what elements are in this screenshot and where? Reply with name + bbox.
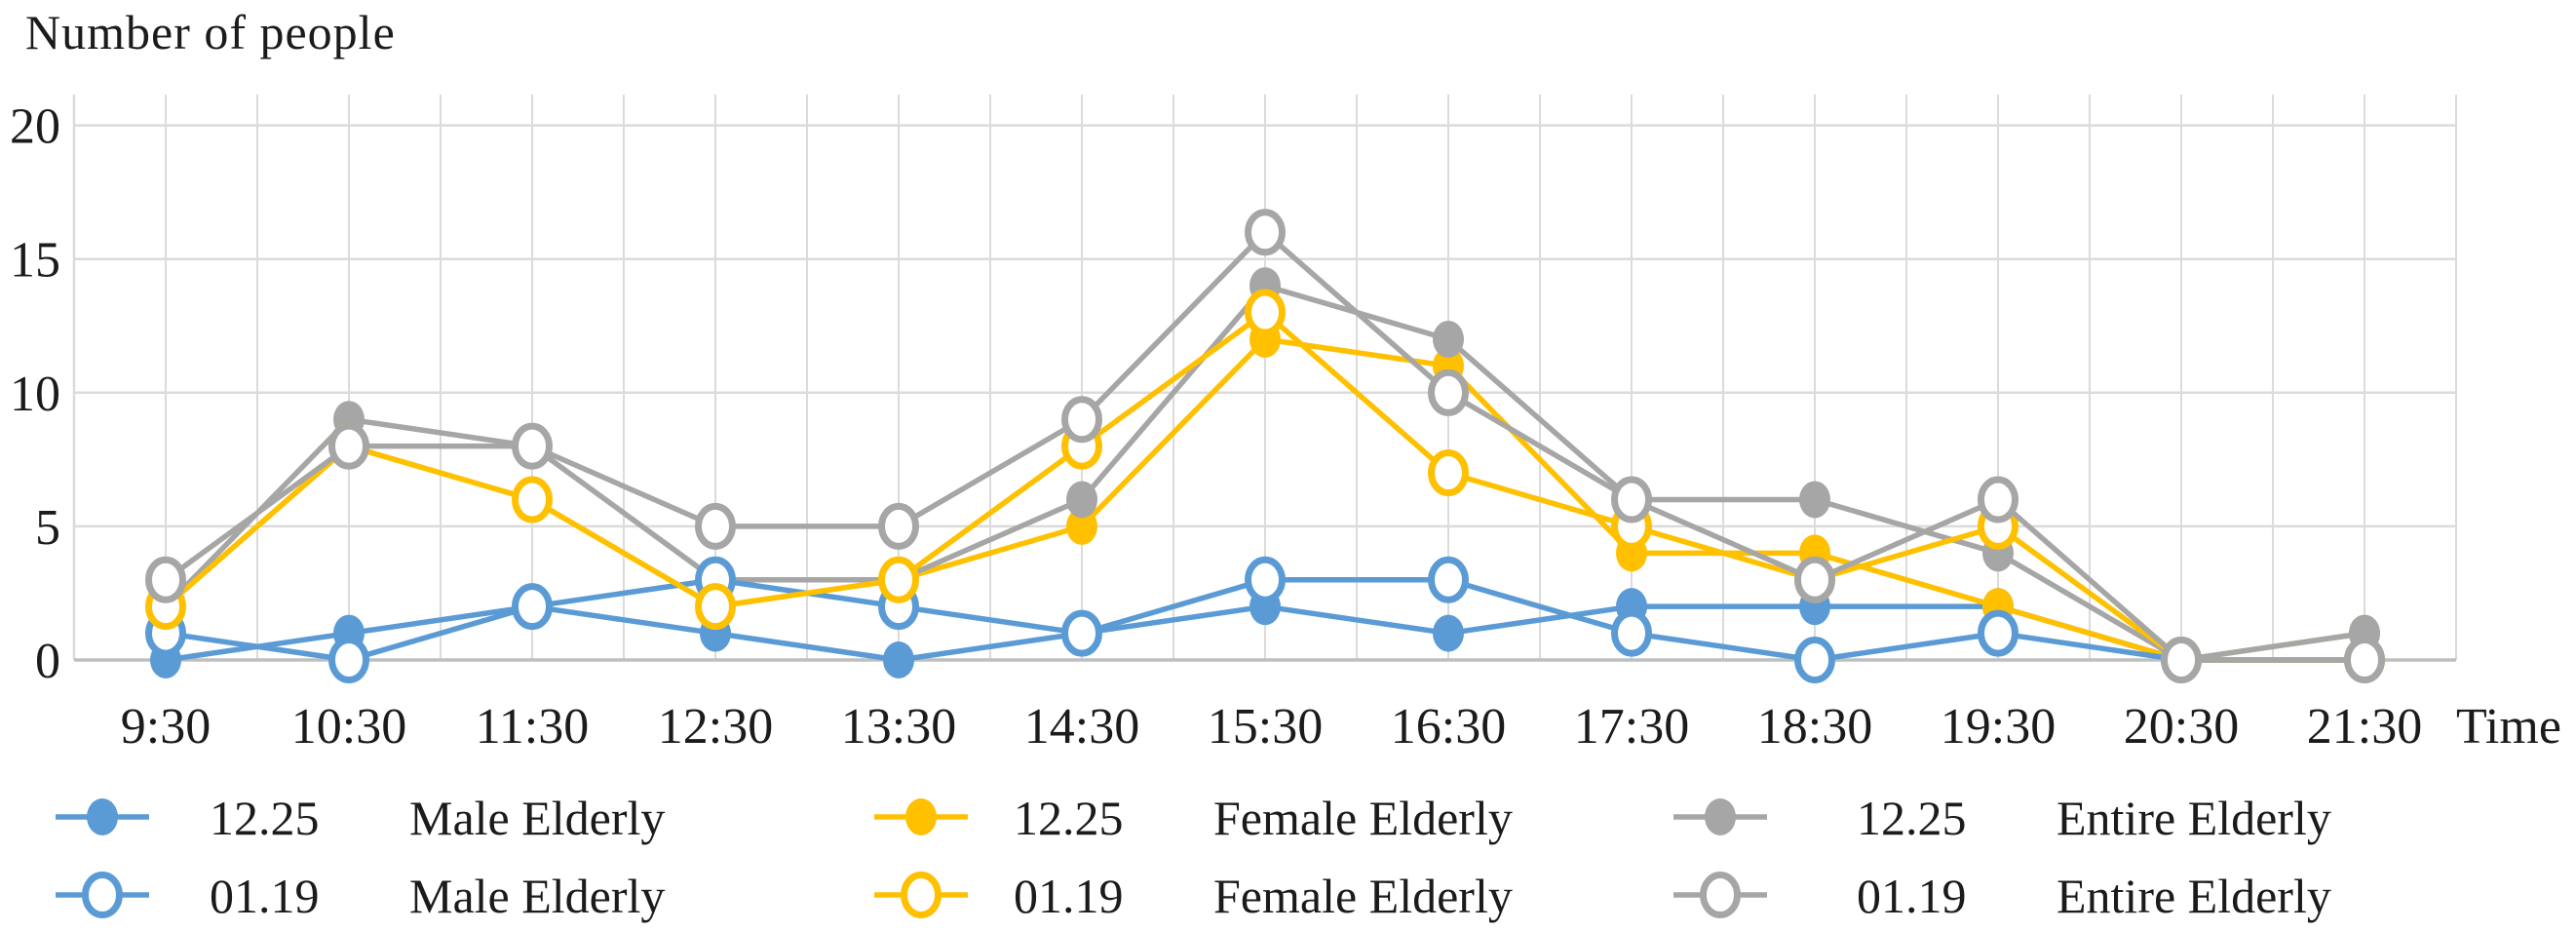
data-point-01.19-female-15:30: [1245, 289, 1286, 336]
x-tick-label: 15:30: [1208, 699, 1323, 755]
legend-12.25-entire-label: Entire Elderly: [2057, 791, 2331, 845]
data-point-01.19-entire-16:30: [1428, 369, 1469, 416]
data-point-12.25-entire-18:30: [1799, 481, 1830, 519]
legend-12.25-female-marker: [905, 798, 937, 835]
legend-01.19-male-marker: [82, 872, 123, 918]
x-axis-title: Time: [2456, 699, 2561, 755]
y-tick-label: 0: [35, 634, 60, 689]
data-point-01.19-female-16:30: [1428, 449, 1469, 497]
y-tick-label: 5: [35, 500, 60, 556]
data-point-01.19-entire-14:30: [1061, 396, 1102, 444]
data-point-01.19-entire-21:30: [2344, 637, 2385, 683]
data-point-01.19-entire-19:30: [1978, 476, 2019, 524]
legend-01.19-female-marker: [901, 872, 942, 918]
data-point-01.19-male-11:30: [512, 583, 553, 631]
x-tick-label: 14:30: [1024, 699, 1139, 755]
data-point-01.19-male-18:30: [1794, 637, 1835, 683]
x-tick-label: 10:30: [291, 699, 406, 755]
y-tick-label: 15: [10, 233, 60, 289]
legend-01.19-entire-label: Entire Elderly: [2057, 869, 2331, 923]
data-point-01.19-entire-10:30: [328, 422, 369, 470]
y-tick-label: 20: [10, 99, 60, 155]
data-point-01.19-male-10:30: [328, 637, 369, 683]
data-point-01.19-entire-15:30: [1245, 209, 1286, 256]
x-tick-label: 12:30: [658, 699, 773, 755]
x-tick-label: 13:30: [841, 699, 956, 755]
x-tick-label: 9:30: [121, 699, 211, 755]
data-point-12.25-entire-14:30: [1066, 481, 1097, 519]
x-tick-label: 11:30: [476, 699, 590, 755]
data-point-01.19-entire-20:30: [2161, 637, 2202, 683]
x-tick-label: 16:30: [1391, 699, 1506, 755]
legend-01.19-female-date: 01.19: [1014, 869, 1124, 923]
data-point-12.25-female-14:30: [1066, 507, 1097, 545]
y-axis-title: Number of people: [25, 5, 396, 59]
x-tick-label: 20:30: [2124, 699, 2239, 755]
data-point-01.19-male-17:30: [1611, 609, 1652, 657]
data-point-01.19-entire-12:30: [695, 502, 736, 550]
data-point-01.19-male-14:30: [1061, 609, 1102, 657]
data-point-01.19-entire-11:30: [512, 422, 553, 470]
x-tick-label: 17:30: [1574, 699, 1689, 755]
legend-12.25-male-marker: [87, 798, 118, 835]
x-tick-label: 21:30: [2307, 699, 2422, 755]
legend-01.19-female-label: Female Elderly: [1213, 869, 1513, 923]
data-point-01.19-male-16:30: [1428, 556, 1469, 603]
data-point-12.25-entire-16:30: [1433, 320, 1464, 358]
legend-12.25-entire-marker: [1705, 798, 1736, 835]
data-point-12.25-male-16:30: [1433, 614, 1464, 652]
legend-12.25-female-label: Female Elderly: [1213, 791, 1513, 845]
data-point-01.19-entire-9:30: [145, 556, 186, 603]
data-point-01.19-entire-18:30: [1794, 556, 1835, 603]
data-point-01.19-female-12:30: [695, 583, 736, 631]
data-point-01.19-female-13:30: [878, 556, 919, 603]
y-tick-label: 10: [10, 367, 60, 422]
legend-01.19-entire-date: 01.19: [1857, 869, 1967, 923]
data-point-12.25-male-13:30: [883, 641, 914, 679]
data-point-01.19-male-15:30: [1245, 556, 1286, 603]
x-tick-label: 18:30: [1757, 699, 1872, 755]
x-tick-label: 19:30: [1941, 699, 2056, 755]
data-point-01.19-entire-13:30: [878, 502, 919, 550]
data-point-01.19-male-19:30: [1978, 609, 2019, 657]
legend-01.19-male-label: Male Elderly: [409, 869, 665, 923]
data-point-01.19-entire-17:30: [1611, 476, 1652, 524]
legend-12.25-entire-date: 12.25: [1857, 791, 1967, 845]
legend-12.25-female-date: 12.25: [1014, 791, 1124, 845]
data-point-01.19-female-11:30: [512, 476, 553, 524]
legend-01.19-entire-marker: [1700, 872, 1741, 918]
legend-12.25-male-date: 12.25: [210, 791, 320, 845]
legend-12.25-male-label: Male Elderly: [409, 791, 665, 845]
legend-01.19-male-date: 01.19: [210, 869, 320, 923]
